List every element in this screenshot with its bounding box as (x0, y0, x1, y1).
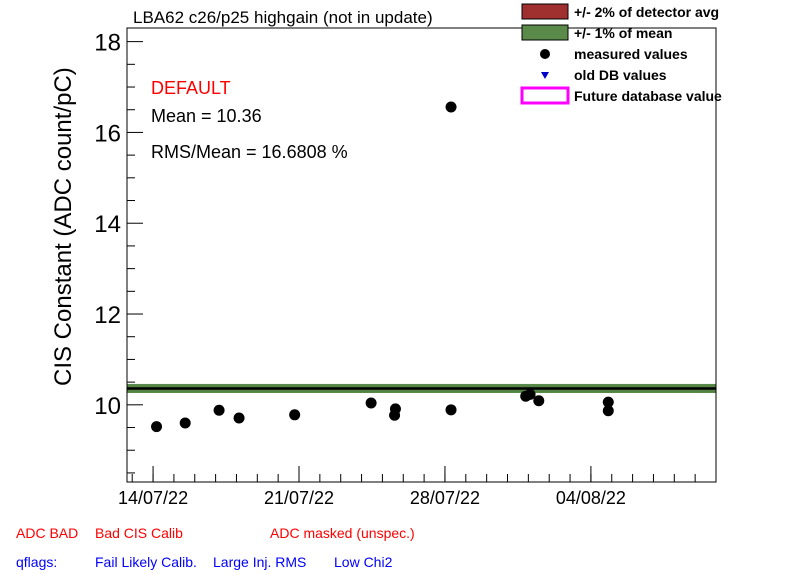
y-tick-label: 18 (94, 30, 121, 57)
measured-point (389, 403, 401, 415)
qflags-label: qflags: (16, 554, 58, 570)
measured-point (233, 412, 245, 424)
adc-masked-flag: ADC masked (unspec.) (270, 525, 415, 541)
y-tick-label: 12 (94, 302, 121, 329)
measured-point (151, 421, 163, 433)
legend-swatch (520, 86, 570, 105)
large-inj-rms-flag: Large Inj. RMS (213, 554, 307, 570)
fail-likely-calib-flag: Fail Likely Calib. (95, 554, 197, 570)
status-default-label: DEFAULT (151, 78, 231, 98)
x-tick-label: 14/07/22 (118, 488, 188, 508)
low-chi2-flag: Low Chi2 (334, 554, 393, 570)
measured-point (533, 395, 545, 407)
legend-label: old DB values (574, 67, 667, 83)
measured-point (365, 397, 377, 409)
y-tick-label: 16 (94, 120, 121, 147)
data-points (151, 101, 614, 433)
measured-point (445, 101, 457, 113)
adc-bad-flag: ADC BAD (16, 525, 79, 541)
measured-point (602, 396, 614, 408)
y-axis: 10 12 14 16 18 (94, 30, 143, 474)
y-tick-label: 14 (94, 211, 121, 238)
mean-annotation: Mean = 10.36 (151, 106, 262, 126)
rms-annotation: RMS/Mean = 16.6808 % (151, 142, 348, 162)
legend-label: Future database value (574, 88, 722, 104)
chart-title: LBA62 c26/p25 highgain (not in update) (133, 8, 433, 27)
legend-label: +/- 2% of detector avg (574, 4, 719, 20)
x-tick-label: 28/07/22 (410, 488, 480, 508)
bad-cis-calib-flag: Bad CIS Calib (95, 525, 183, 541)
legend-label: measured values (574, 46, 688, 62)
legend-swatch (541, 72, 549, 79)
bands-layer (127, 383, 716, 394)
legend-swatch (521, 24, 569, 41)
x-tick-label: 21/07/22 (264, 488, 334, 508)
measured-point (445, 404, 457, 416)
legend-swatch (540, 49, 550, 59)
x-axis: 14/07/22 21/07/22 28/07/22 04/08/22 (118, 466, 717, 508)
measured-point (524, 388, 536, 400)
legend-swatch (521, 3, 569, 20)
measured-point (289, 409, 301, 421)
legend: +/- 2% of detector avg +/- 1% of mean meas… (520, 3, 722, 105)
measured-point (602, 405, 614, 417)
measured-point (213, 404, 225, 416)
x-tick-label: 04/08/22 (556, 488, 626, 508)
y-axis-label: CIS Constant (ADC count/pC) (50, 67, 77, 386)
measured-point (179, 417, 191, 429)
legend-label: +/- 1% of mean (574, 25, 672, 41)
y-tick-label: 10 (94, 393, 121, 420)
